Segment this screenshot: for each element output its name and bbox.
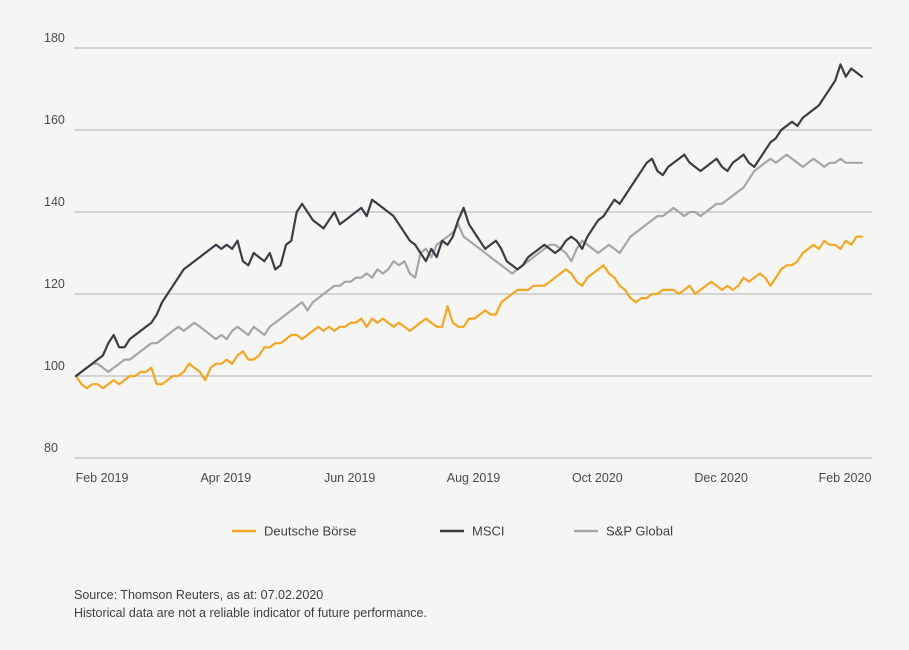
legend-label-deutsche-boerse: Deutsche Börse	[264, 524, 357, 539]
grid-lines	[74, 47, 872, 459]
x-tick-label: Feb 2020	[819, 471, 872, 485]
series-line-deutsche-boerse	[74, 235, 864, 390]
series-line-msci	[74, 63, 864, 378]
y-tick-label: 180	[44, 31, 65, 45]
legend-label-msci: MSCI	[472, 524, 505, 539]
y-tick-label: 120	[44, 277, 65, 291]
line-chart: 80 100 120 140 160 180 Feb 2019 Apr 2019 Jun 20…	[44, 31, 872, 539]
x-tick-label: Dec 2020	[694, 471, 748, 485]
x-tick-label: Feb 2019	[76, 471, 129, 485]
source-note: Source: Thomson Reuters, as at: 07.02.20…	[74, 588, 324, 602]
y-tick-label: 160	[44, 113, 65, 127]
x-tick-label: Oct 2020	[572, 471, 623, 485]
x-axis-ticks: Feb 2019 Apr 2019 Jun 2019 Aug 2019 Oct 2020…	[76, 471, 872, 485]
x-tick-label: Apr 2019	[200, 471, 251, 485]
x-tick-label: Aug 2019	[447, 471, 501, 485]
y-tick-label: 100	[44, 359, 65, 373]
series-lines	[74, 63, 864, 390]
y-tick-label: 80	[44, 441, 58, 455]
legend-label-sp-global: S&P Global	[606, 524, 673, 539]
legend: Deutsche Börse MSCI S&P Global	[232, 524, 673, 539]
series-line-sp-global	[74, 153, 864, 378]
y-tick-label: 140	[44, 195, 65, 209]
disclaimer-note: Historical data are not a reliable indic…	[74, 606, 427, 620]
x-tick-label: Jun 2019	[324, 471, 375, 485]
y-axis-ticks: 80 100 120 140 160 180	[44, 31, 65, 455]
